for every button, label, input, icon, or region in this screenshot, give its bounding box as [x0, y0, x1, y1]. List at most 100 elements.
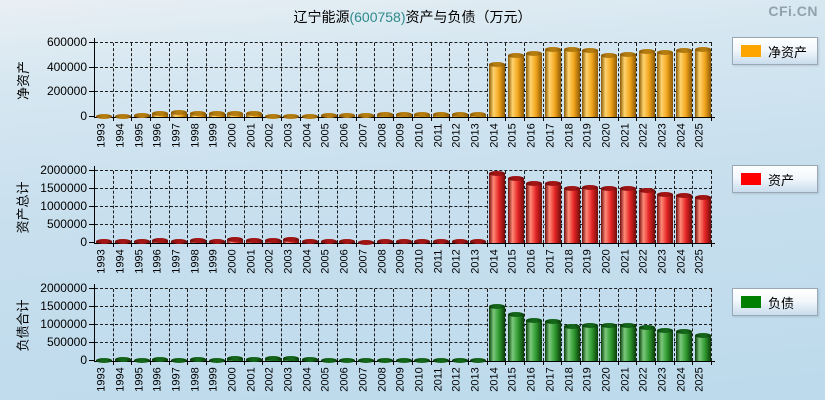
year-label: 2023	[656, 123, 669, 148]
x-tick-label: 1997	[169, 365, 187, 399]
bar	[582, 323, 599, 361]
year-label: 1994	[114, 367, 127, 392]
bar-top-cap	[619, 52, 636, 57]
x-tick-label: 2020	[599, 121, 617, 155]
year-label: 1993	[95, 249, 108, 274]
year-label: 2008	[376, 249, 389, 274]
bar-top-cap	[339, 239, 356, 244]
gridline-vertical	[580, 171, 582, 243]
x-tick-mark	[411, 117, 413, 121]
bar-top-cap	[619, 186, 636, 191]
x-tick-mark	[692, 117, 694, 121]
x-tick-label: 1996	[150, 247, 168, 281]
x-tick-mark	[131, 243, 133, 247]
year-label: 2019	[581, 123, 594, 148]
year-label: 2021	[619, 367, 632, 392]
x-tick-mark	[542, 117, 544, 121]
x-tick-mark	[673, 117, 675, 121]
bar-top-cap	[96, 114, 113, 119]
bar-top-cap	[115, 239, 132, 244]
year-label: 2022	[638, 249, 651, 274]
bar-top-cap	[208, 239, 225, 244]
x-tick-mark	[580, 361, 582, 365]
bar	[432, 239, 449, 244]
x-tick-label: 2014	[487, 121, 505, 155]
gridline-vertical	[131, 171, 133, 243]
x-tick-label: 1996	[150, 121, 168, 155]
x-tick-label: 2023	[655, 247, 673, 281]
year-label: 2019	[581, 249, 594, 274]
year-label: 1998	[189, 249, 202, 274]
bar-top-cap	[563, 324, 580, 329]
gridline-horizontal	[95, 42, 712, 43]
x-tick-mark	[505, 243, 507, 247]
gridline-vertical	[430, 289, 432, 361]
x-tick-label: 2003	[281, 247, 299, 281]
y-tick-mark	[89, 360, 94, 361]
gridline-vertical	[505, 171, 507, 243]
gridline-vertical	[449, 289, 451, 361]
bar	[320, 113, 337, 118]
bar-top-cap	[582, 323, 599, 328]
gridline-vertical	[168, 43, 170, 117]
y-tick-label: 1000000	[40, 317, 87, 331]
bar	[264, 114, 281, 119]
bar-top-cap	[320, 239, 337, 244]
y-tick-label: 600000	[46, 35, 87, 49]
x-tick-mark	[150, 117, 152, 121]
bar-top-cap	[451, 358, 468, 363]
gridline-vertical	[542, 289, 544, 361]
bar	[376, 239, 393, 244]
year-label: 1995	[133, 367, 146, 392]
year-label: 2002	[264, 249, 277, 274]
bar-top-cap	[171, 110, 188, 115]
bar	[376, 358, 393, 363]
year-label: 2013	[469, 367, 482, 392]
bar	[96, 114, 113, 119]
year-label: 2001	[245, 123, 258, 148]
bar	[619, 52, 636, 117]
x-tick-mark	[318, 117, 320, 121]
x-tick-mark	[411, 243, 413, 247]
x-tick-label: 2002	[263, 247, 281, 281]
year-label: 2011	[432, 367, 445, 392]
x-tick-label: 2006	[337, 247, 355, 281]
year-label: 2000	[226, 367, 239, 392]
x-tick-mark	[262, 243, 264, 247]
x-tick-mark	[337, 117, 339, 121]
x-tick-mark	[393, 117, 395, 121]
bar	[488, 304, 505, 361]
bar	[339, 113, 356, 118]
bar-top-cap	[245, 238, 262, 243]
bar	[563, 186, 580, 243]
year-label: 2017	[544, 249, 557, 274]
year-label: 2010	[413, 123, 426, 148]
bar	[208, 111, 225, 117]
x-tick-mark	[337, 361, 339, 365]
x-tick-label: 1995	[132, 365, 150, 399]
x-tick-mark	[561, 243, 563, 247]
gridline-vertical	[449, 171, 451, 243]
x-tick-mark	[449, 361, 451, 365]
x-tick-label: 2015	[506, 365, 524, 399]
gridline-horizontal	[95, 206, 712, 207]
bar	[358, 358, 375, 363]
assets-swatch	[741, 173, 761, 185]
gridline-vertical	[206, 289, 208, 361]
gridline-vertical	[374, 171, 376, 243]
bar-top-cap	[227, 356, 244, 361]
x-tick-label: 1998	[188, 121, 206, 155]
x-tick-mark	[449, 117, 451, 121]
x-tick-mark	[224, 243, 226, 247]
year-label: 2010	[413, 249, 426, 274]
gridline-horizontal	[95, 170, 712, 171]
bar	[657, 50, 674, 117]
year-label: 1994	[114, 249, 127, 274]
gridline-vertical	[168, 289, 170, 361]
bar-top-cap	[526, 181, 543, 186]
cfi-logo[interactable]: CFi.CN	[768, 3, 818, 19]
year-label: 2015	[507, 123, 520, 148]
gridline-vertical	[505, 43, 507, 117]
gridline-vertical	[206, 43, 208, 117]
bar	[395, 112, 412, 117]
